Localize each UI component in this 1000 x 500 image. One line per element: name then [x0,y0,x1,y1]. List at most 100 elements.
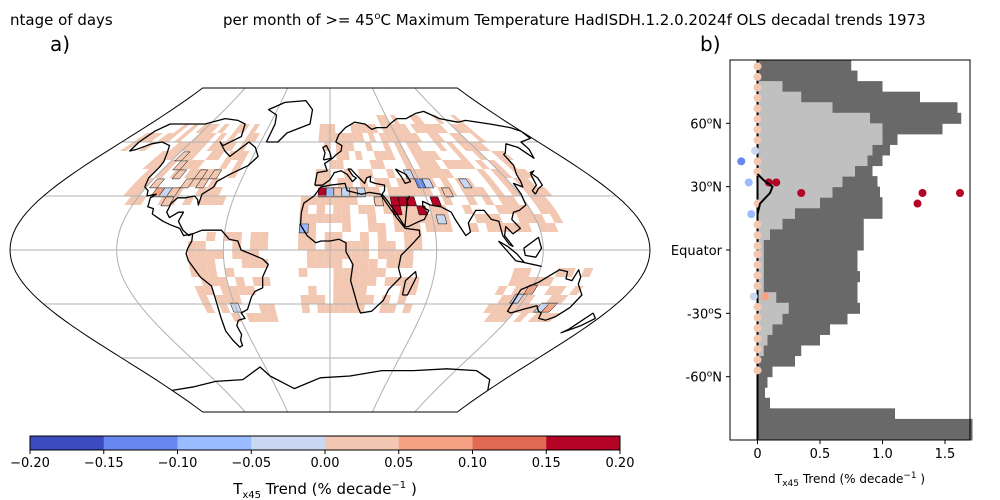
trend-cell [380,115,390,124]
trend-cell [196,250,206,259]
trend-cell [429,124,444,133]
trend-cell [206,142,221,151]
trend-cell [258,241,268,250]
trend-cell [298,268,308,277]
trend-cell [405,133,417,142]
trend-cell [498,178,514,187]
trend-cell [400,133,411,142]
trend-cell [301,304,311,313]
trend-cell [245,286,256,295]
trend-cell [425,223,436,232]
trend-cell [333,250,343,259]
trend-cell [403,259,414,268]
trend-cell [414,124,427,133]
trend-cell [325,304,334,313]
trend-cell [202,187,216,196]
trend-cell [308,295,318,304]
trend-cell [483,304,498,313]
trend-cell [241,259,251,268]
light-bar [757,207,795,219]
light-bar [757,112,870,124]
trend-cell [336,160,344,169]
trend-cell [333,232,343,241]
trend-cell [474,142,491,151]
trend-cell [325,196,334,205]
trend-cell [206,124,221,133]
trend-cell [410,151,422,160]
trend-cell [494,205,508,214]
trend-cell [315,250,325,259]
light-bar [757,228,770,240]
trend-cell [333,295,342,304]
trend-cell [144,133,163,142]
trend-cell [249,133,260,142]
station-point [753,366,762,375]
trend-cell [124,196,139,205]
trend-cell [298,241,307,250]
trend-cell [207,268,218,277]
zonal-ticks: 0 0.5 1.0 1.5 60oN 30oN Equator -30oS -60oN [671,116,955,462]
colorbar-segment [251,436,326,450]
trend-cell [521,295,536,304]
trend-cell [483,313,499,322]
zonal-xlabel: Tx45 Trend (% decade−1 ) [774,471,925,489]
trend-cell [358,205,368,214]
trend-cell [209,277,220,286]
trend-cell [195,178,210,189]
colorbar: −0.20 −0.15 −0.10 −0.05 0.00 0.05 0.10 0.15 0.20 [10,435,634,471]
trend-cell [142,160,160,169]
trend-cell [319,124,325,133]
trend-cell [433,223,445,232]
coastline-greenland [265,99,314,143]
trend-cell [234,277,246,286]
trend-cell [474,160,490,169]
trend-cell [544,286,559,295]
trend-cell [250,232,260,241]
trend-cell [552,295,569,304]
trend-cell [377,241,387,250]
trend-cell [253,313,265,322]
trend-cell [132,196,147,205]
trend-cell [467,187,482,196]
trend-cell [431,115,445,124]
station-point [753,324,762,333]
trend-cell [342,151,350,160]
dark-bar [757,250,858,262]
trend-cell [349,286,359,295]
title-left: ntage of days [10,11,113,29]
trend-cell [546,223,559,232]
trend-cell [300,196,310,205]
station-point [737,157,746,166]
trend-cell [249,124,261,133]
trend-cell [259,259,269,268]
title-right: per month of >= 45oC Maximum Temperature… [223,11,926,29]
colorbar-segment [325,436,400,450]
light-bar [757,197,820,209]
trend-cell [490,214,503,223]
light-bar [757,102,833,114]
trend-cell [198,268,209,277]
trend-cell [341,286,351,295]
dark-bar [757,281,858,293]
trend-cell [252,277,263,286]
trend-cell [378,133,388,142]
trend-cell [434,169,447,178]
trend-cell [217,277,229,286]
trend-cell [236,286,248,295]
y-tick-label: -60oN [686,370,722,386]
trend-cell [406,214,417,223]
trend-cell [490,151,508,160]
trend-cell [341,277,351,286]
trend-cell [187,142,203,151]
trend-cell [333,268,343,277]
trend-cell [205,259,216,268]
colorbar-tick-label: 0.15 [532,456,561,471]
trend-cell [366,205,376,214]
trend-cell [419,124,433,133]
trend-cell [337,178,346,187]
trend-cell [536,187,553,196]
dark-bar [757,345,802,357]
light-bar [757,144,873,156]
trend-cell [485,223,497,232]
trend-cell [159,151,176,160]
